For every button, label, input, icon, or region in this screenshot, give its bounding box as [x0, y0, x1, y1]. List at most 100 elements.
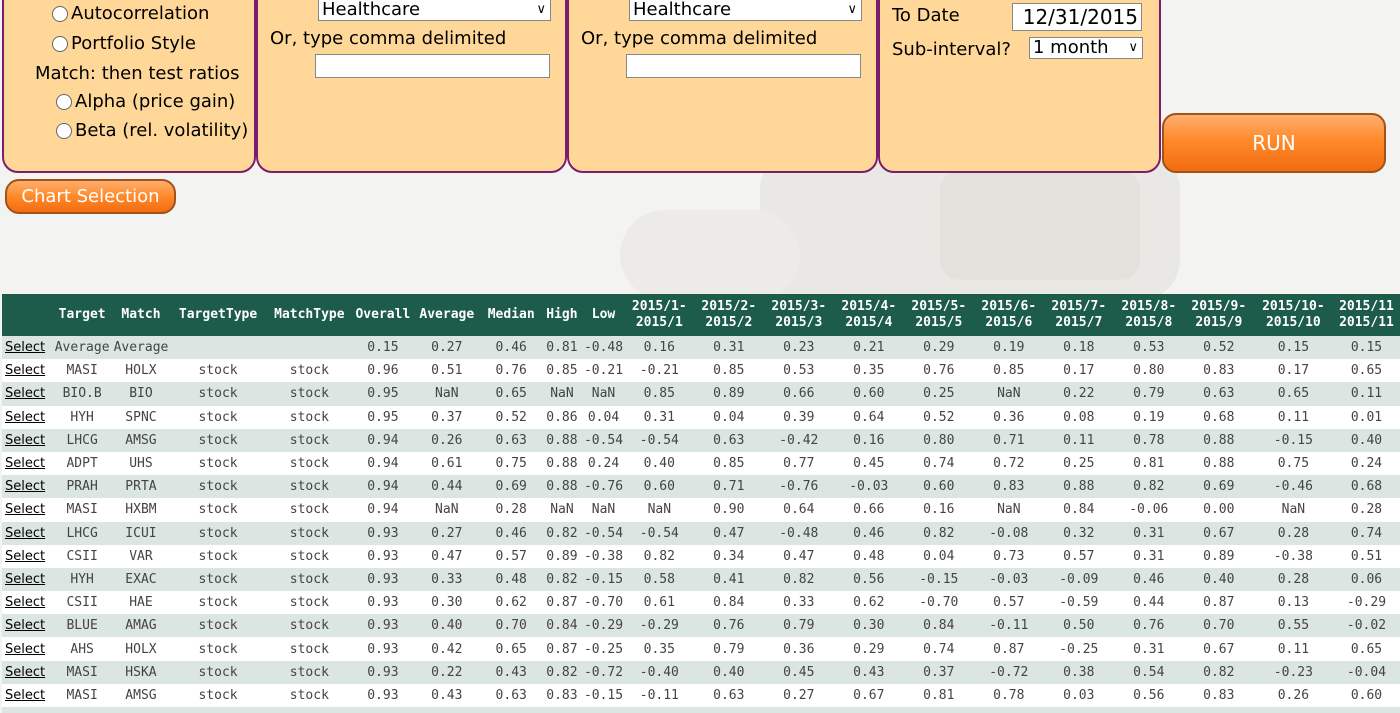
table-cell: 0.76	[693, 614, 764, 638]
table-cell: 0.82	[541, 660, 583, 684]
table-cell: stock	[265, 683, 353, 707]
table-cell: Average	[111, 336, 171, 360]
table-cell: 0.17	[1043, 359, 1114, 383]
select-link[interactable]: Select	[2, 405, 53, 429]
portfolio-style-radio[interactable]	[52, 35, 68, 52]
select-link[interactable]: Select	[2, 591, 53, 615]
column-header	[2, 294, 53, 336]
select-link[interactable]: Select	[2, 498, 53, 522]
table-cell: 0.93	[352, 591, 413, 615]
chart-selection-button[interactable]: Chart Selection	[5, 179, 176, 214]
table-cell: 0.46	[833, 521, 904, 545]
alpha-radio[interactable]	[56, 93, 72, 110]
table-cell: 0.54	[1113, 660, 1184, 684]
table-cell: 0.89	[693, 382, 764, 406]
table-cell: stock	[170, 660, 266, 684]
table-cell: 0.43	[833, 660, 904, 684]
table-cell: BIO.B	[52, 382, 112, 406]
table-cell: AMSG	[111, 428, 171, 452]
select-link[interactable]: Select	[2, 637, 53, 661]
column-header-text: 2015/7	[1055, 315, 1103, 330]
autocorrelation-option[interactable]: Autocorrelation	[52, 3, 209, 24]
table-row: Select ADPT UHS stock stock 0.94 0.61 0.75 0.88 0…	[2, 451, 1400, 476]
select-link[interactable]: Select	[2, 521, 53, 545]
table-cell: -0.72	[973, 660, 1044, 684]
table-cell: -0.54	[624, 521, 694, 545]
table-cell: 0.82	[541, 567, 583, 592]
select-link[interactable]: Select	[2, 451, 53, 476]
beta-option[interactable]: Beta (rel. volatility)	[56, 120, 248, 141]
table-row: Select LHCG ICUI stock stock 0.93 0.27 0.46 0.82…	[2, 521, 1400, 545]
table-cell: stock	[170, 567, 266, 592]
table-cell: 0.40	[624, 451, 694, 476]
match-comma-input[interactable]	[626, 54, 861, 78]
table-cell: 0.43	[480, 660, 542, 684]
table-cell: 0.52	[903, 405, 974, 429]
table-cell: AMSG	[111, 683, 171, 707]
table-cell	[1253, 707, 1333, 713]
beta-label: Beta (rel. volatility)	[75, 120, 249, 141]
select-link[interactable]: Select	[2, 359, 53, 383]
portfolio-style-label: Portfolio Style	[71, 33, 196, 54]
table-cell: 0.85	[693, 359, 764, 383]
select-link[interactable]: Select	[2, 660, 53, 684]
table-cell: 0.80	[903, 428, 974, 452]
portfolio-style-option[interactable]: Portfolio Style	[52, 33, 196, 54]
table-cell: -0.38	[1253, 544, 1333, 568]
autocorrelation-radio[interactable]	[52, 5, 68, 22]
table-cell: 0.79	[1113, 382, 1184, 406]
table-cell: 0.93	[352, 614, 413, 638]
column-header-text: 2015/10-	[1262, 299, 1325, 314]
select-link[interactable]: Select	[2, 382, 53, 406]
table-cell: stock	[170, 637, 266, 661]
table-cell: 0.75	[480, 451, 542, 476]
alpha-option[interactable]: Alpha (price gain)	[56, 91, 235, 112]
target-sector-select[interactable]: Healthcare ∨	[318, 0, 551, 21]
table-cell: 0.65	[1332, 637, 1400, 661]
table-cell: stock	[265, 637, 353, 661]
select-link[interactable]: Select	[2, 567, 53, 592]
select-link[interactable]: Select	[2, 614, 53, 638]
table-cell: MASI	[52, 683, 112, 707]
results-table-container: Target Match TargetType MatchType Overall Ave…	[2, 294, 1400, 713]
table-cell: stock	[170, 475, 266, 499]
table-cell: -0.08	[973, 521, 1044, 545]
table-cell: 0.25	[903, 382, 974, 406]
table-cell: 0.65	[1332, 359, 1400, 383]
table-cell: HYH	[52, 405, 112, 429]
table-cell: HSKA	[111, 660, 171, 684]
column-header-text: 2015/6	[985, 315, 1033, 330]
table-cell: 0.40	[1183, 567, 1254, 592]
table-cell: stock	[170, 498, 266, 522]
table-cell: 0.46	[480, 336, 542, 360]
table-cell: CSII	[52, 591, 112, 615]
select-link[interactable]: Select	[2, 475, 53, 499]
select-link[interactable]: Select	[2, 683, 53, 707]
subinterval-select[interactable]: 1 month ∨	[1029, 37, 1143, 59]
run-button[interactable]: RUN	[1162, 113, 1386, 173]
to-date-input[interactable]: 12/31/2015	[1012, 3, 1142, 31]
column-header-text: 2015/4	[845, 315, 893, 330]
column-header: Match	[111, 294, 171, 336]
table-cell: 0.93	[352, 660, 413, 684]
target-comma-input[interactable]	[315, 54, 550, 78]
match-sector-panel: Healthcare ∨ Or, type comma delimited	[567, 0, 878, 173]
table-cell: 0.57	[480, 544, 542, 568]
table-cell: 0.65	[480, 382, 542, 406]
select-link[interactable]: Select	[2, 428, 53, 452]
table-cell: BLUE	[52, 614, 112, 638]
table-cell: 0.43	[412, 683, 481, 707]
select-link[interactable]: Select	[2, 544, 53, 568]
table-cell: 0.38	[1043, 660, 1114, 684]
beta-radio[interactable]	[56, 122, 72, 139]
table-cell: 0.58	[624, 567, 694, 592]
table-cell: BIO	[111, 382, 171, 406]
results-table: Target Match TargetType MatchType Overall Ave…	[2, 294, 1400, 713]
match-sector-select[interactable]: Healthcare ∨	[629, 0, 862, 21]
table-cell: 0.74	[903, 451, 974, 476]
select-link[interactable]: Select	[2, 336, 53, 360]
table-cell	[2, 707, 53, 713]
table-cell: 0.29	[903, 336, 974, 360]
table-cell: 0.85	[541, 359, 583, 383]
table-cell: stock	[265, 475, 353, 499]
